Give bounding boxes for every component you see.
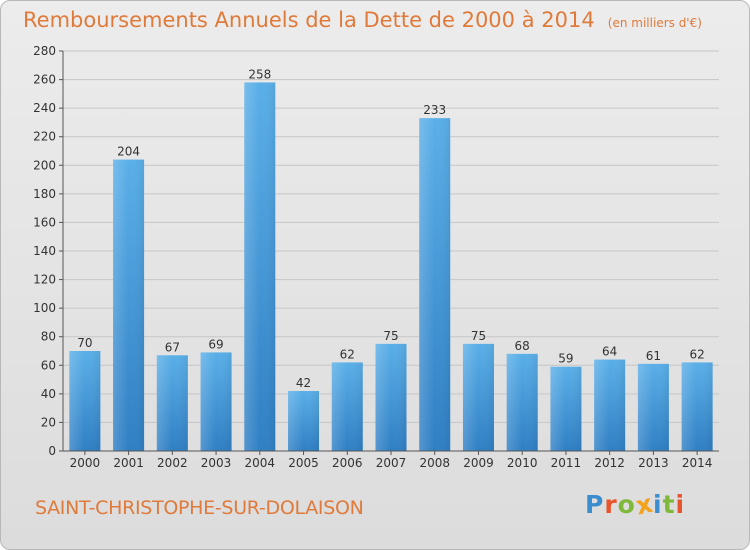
y-tick-label: 120: [33, 273, 56, 287]
data-label: 64: [602, 345, 617, 359]
x-tick-label: 2009: [463, 456, 494, 470]
x-tick-label: 2007: [376, 456, 407, 470]
data-label: 62: [340, 347, 355, 361]
chart-title: Remboursements Annuels de la Dette de 20…: [23, 8, 595, 32]
data-label: 42: [296, 376, 311, 390]
logo-letter: P: [585, 490, 605, 519]
data-label: 70: [77, 336, 92, 350]
y-tick-label: 40: [41, 387, 56, 401]
data-label: 67: [165, 340, 180, 354]
logo-letter: i: [675, 490, 686, 519]
x-tick-label: 2006: [332, 456, 363, 470]
y-tick-label: 0: [48, 444, 56, 458]
x-tick-label: 2011: [551, 456, 582, 470]
x-tick-label: 2003: [201, 456, 232, 470]
y-tick-label: 20: [41, 415, 56, 429]
y-tick-label: 260: [33, 73, 56, 87]
axis-layer: 0 20 40 60 80 100 120 140 160 180 200 220 240 260 280 2…: [33, 44, 719, 470]
x-tick-label: 2005: [288, 456, 319, 470]
x-tick-label: 2013: [638, 456, 669, 470]
y-tick-label: 240: [33, 101, 56, 115]
x-tick-label: 2012: [594, 456, 625, 470]
bar-shine: [375, 343, 407, 451]
data-label: 61: [646, 349, 661, 363]
bar-shine: [156, 355, 188, 451]
x-tick-label: 2004: [245, 456, 276, 470]
y-tick-label: 140: [33, 244, 56, 258]
logo-letter: t: [662, 490, 676, 519]
bar-shine: [200, 352, 232, 451]
y-tick-label: 180: [33, 187, 56, 201]
bar-shine: [681, 362, 713, 451]
x-tick-label: 2000: [70, 456, 101, 470]
data-label: 233: [423, 103, 446, 117]
x-tick-label: 2002: [157, 456, 188, 470]
y-tick-label: 200: [33, 158, 56, 172]
bar-shine: [462, 343, 494, 451]
y-tick-label: 220: [33, 130, 56, 144]
bar-shine: [288, 391, 320, 451]
y-tick-label: 100: [33, 301, 56, 315]
logo-letter: o: [617, 490, 636, 519]
x-tick-label: 2008: [419, 456, 450, 470]
bars-layer: 70 204 67 69 258 42 62 75 233 75 68 59 64 61 62: [69, 67, 713, 452]
x-tick-label: 2010: [507, 456, 538, 470]
data-label: 258: [248, 67, 271, 81]
data-label: 204: [117, 145, 140, 159]
logo-letter: i: [653, 490, 663, 519]
data-label: 69: [208, 337, 223, 351]
x-tick-label: 2001: [113, 456, 144, 470]
title-row: Remboursements Annuels de la Dette de 20…: [23, 8, 702, 32]
bar-shine: [637, 363, 669, 451]
data-label: 68: [515, 339, 530, 353]
bar-shine: [419, 118, 451, 452]
logo-letter: r: [604, 490, 618, 519]
y-tick-label: 280: [33, 44, 56, 58]
y-tick-label: 80: [41, 330, 56, 344]
bar-shine: [506, 353, 538, 451]
bar-shine: [69, 351, 101, 451]
bar-shine: [244, 82, 276, 451]
bar-shine: [331, 362, 363, 451]
x-tick-label: 2014: [682, 456, 713, 470]
data-label: 59: [558, 352, 573, 366]
y-tick-label: 160: [33, 215, 56, 229]
data-label: 62: [689, 347, 704, 361]
bar-shine: [550, 366, 582, 451]
chart-unit-note: (en milliers d'€): [607, 16, 702, 30]
bar-shine: [594, 359, 626, 451]
data-label: 75: [383, 329, 398, 343]
data-label: 75: [471, 329, 486, 343]
proxiti-logo: Proxiti: [585, 489, 686, 521]
bar-shine: [113, 159, 145, 452]
commune-name: SAINT-CHRISTOPHE-SUR-DOLAISON: [35, 497, 364, 519]
y-tick-label: 60: [41, 358, 56, 372]
